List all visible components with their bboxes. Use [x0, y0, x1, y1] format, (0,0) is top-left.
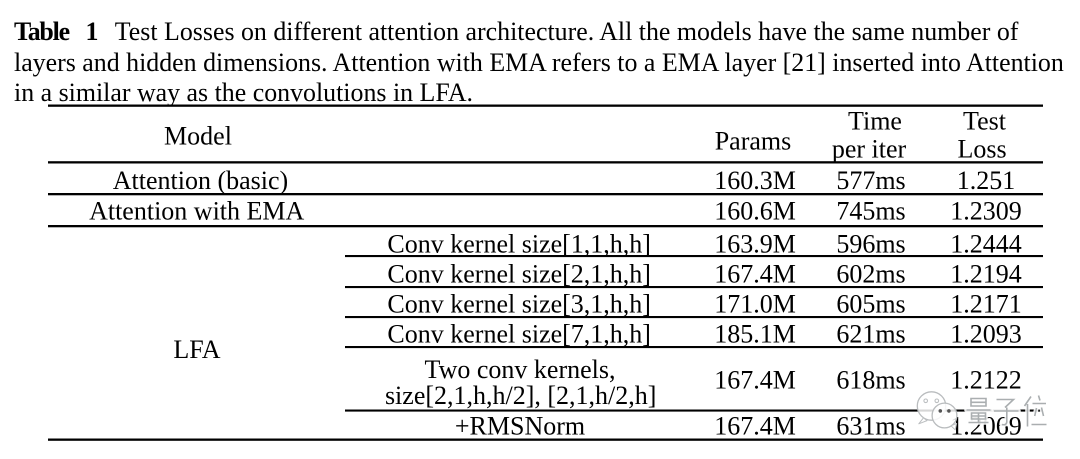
- svg-text:Conv kernel size[2,1,h,h]: Conv kernel size[2,1,h,h]: [387, 260, 651, 289]
- svg-text:596ms: 596ms: [836, 229, 905, 258]
- svg-text:Loss: Loss: [957, 135, 1006, 164]
- svg-text:167.4M: 167.4M: [714, 366, 796, 395]
- svg-text:1.2444: 1.2444: [950, 229, 1022, 258]
- svg-text:602ms: 602ms: [836, 260, 905, 289]
- svg-text:Conv kernel size[1,1,h,h]: Conv kernel size[1,1,h,h]: [387, 229, 651, 258]
- svg-text:size[2,1,h,h/2], [2,1,h/2,h]: size[2,1,h,h/2], [2,1,h/2,h]: [385, 381, 657, 410]
- svg-text:171.0M: 171.0M: [714, 290, 796, 319]
- svg-text:621ms: 621ms: [836, 320, 905, 349]
- svg-text:745ms: 745ms: [836, 197, 905, 226]
- svg-text:Test: Test: [963, 107, 1007, 136]
- svg-text:167.4M: 167.4M: [714, 260, 796, 289]
- svg-text:185.1M: 185.1M: [714, 320, 796, 349]
- svg-text:Model: Model: [164, 122, 232, 151]
- svg-text:163.9M: 163.9M: [714, 229, 796, 258]
- svg-text:in a similar way as the convol: in a similar way as the convolutions in …: [14, 78, 473, 107]
- svg-text:Conv kernel size[7,1,h,h]: Conv kernel size[7,1,h,h]: [387, 320, 651, 349]
- svg-text:1.2171: 1.2171: [950, 290, 1022, 319]
- svg-text:Two conv kernels,: Two conv kernels,: [425, 355, 616, 384]
- svg-text:167.4M: 167.4M: [714, 411, 796, 440]
- svg-text:Attention (basic): Attention (basic): [113, 166, 288, 195]
- svg-text:577ms: 577ms: [836, 166, 905, 195]
- svg-text:Time: Time: [848, 107, 902, 136]
- svg-text:160.6M: 160.6M: [714, 197, 796, 226]
- svg-text:1.2194: 1.2194: [950, 260, 1022, 289]
- svg-text:631ms: 631ms: [836, 411, 905, 440]
- svg-text:+RMSNorm: +RMSNorm: [455, 411, 585, 440]
- svg-text:LFA: LFA: [173, 335, 220, 364]
- svg-text:1.2093: 1.2093: [950, 320, 1022, 349]
- svg-text:160.3M: 160.3M: [714, 166, 796, 195]
- svg-text:1.2122: 1.2122: [950, 366, 1022, 395]
- svg-text:layers and hidden dimensions.: layers and hidden dimensions. Attention …: [14, 48, 1064, 77]
- svg-text:1.251: 1.251: [957, 166, 1016, 195]
- svg-text:Conv kernel size[3,1,h,h]: Conv kernel size[3,1,h,h]: [387, 290, 651, 319]
- svg-text:605ms: 605ms: [836, 290, 905, 319]
- svg-text:Attention with EMA: Attention with EMA: [89, 197, 304, 226]
- svg-text:618ms: 618ms: [836, 366, 905, 395]
- svg-text:per iter: per iter: [832, 135, 907, 164]
- svg-text:1.2309: 1.2309: [950, 197, 1022, 226]
- svg-text:Params: Params: [715, 127, 792, 156]
